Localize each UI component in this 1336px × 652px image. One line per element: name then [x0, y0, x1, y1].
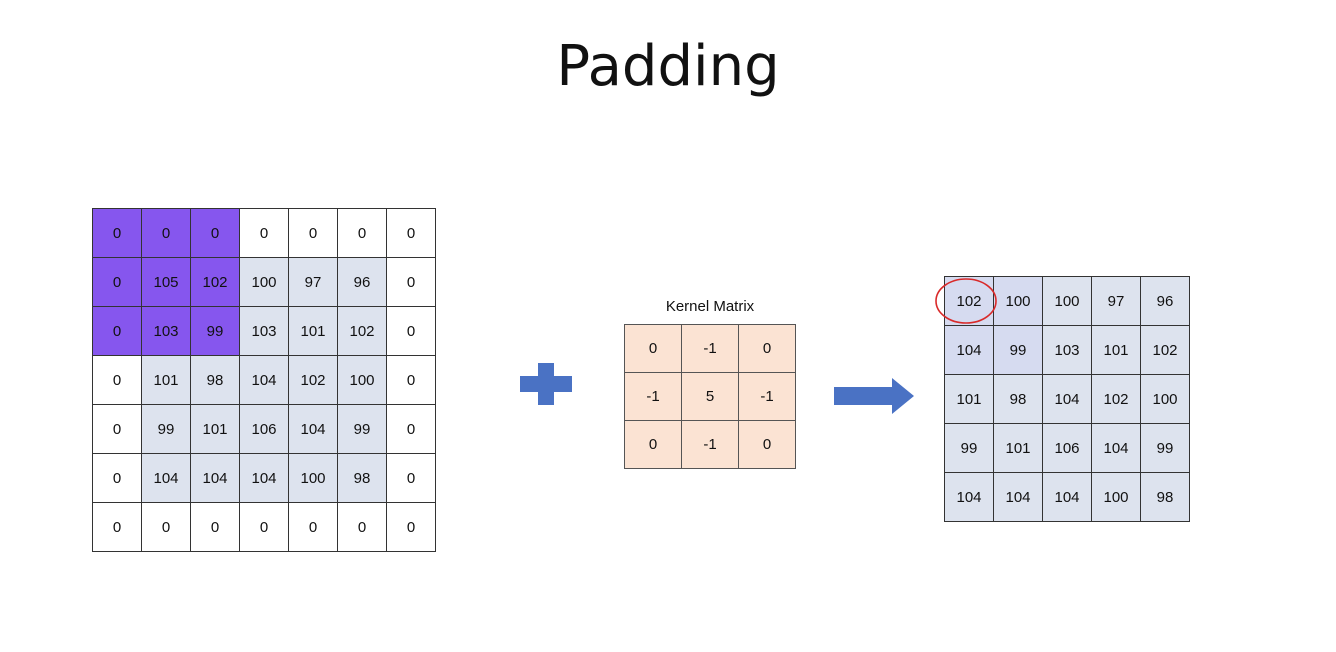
output-cell: 101 [944, 374, 994, 424]
output-cell: 104 [944, 472, 994, 522]
matrix-cell: 0 [386, 404, 436, 454]
matrix-cell: 0 [386, 306, 436, 356]
matrix-cell: 103 [141, 306, 191, 356]
matrix-cell: 0 [92, 404, 142, 454]
matrix-cell: 98 [190, 355, 240, 405]
matrix-cell: 0 [337, 502, 387, 552]
matrix-cell: 104 [141, 453, 191, 503]
padded-input-matrix: 0 0 0 0 0 0 0 0 105 102 100 97 96 0 0 10… [92, 208, 436, 552]
output-cell: 104 [1091, 423, 1141, 473]
matrix-cell: 96 [337, 257, 387, 307]
matrix-cell: 102 [190, 257, 240, 307]
kernel-cell: -1 [681, 324, 739, 373]
matrix-cell: 0 [190, 502, 240, 552]
kernel-matrix: 0 -1 0 -1 5 -1 0 -1 0 [624, 324, 796, 469]
matrix-cell: 100 [288, 453, 338, 503]
output-cell: 100 [1091, 472, 1141, 522]
matrix-cell: 0 [92, 355, 142, 405]
output-cell: 98 [1140, 472, 1190, 522]
matrix-cell: 101 [190, 404, 240, 454]
matrix-cell: 101 [141, 355, 191, 405]
kernel-cell: 0 [624, 420, 682, 469]
output-cell: 96 [1140, 276, 1190, 326]
matrix-cell: 97 [288, 257, 338, 307]
output-cell: 101 [993, 423, 1043, 473]
matrix-cell: 100 [239, 257, 289, 307]
output-cell: 103 [1042, 325, 1092, 375]
output-cell: 102 [1091, 374, 1141, 424]
matrix-cell: 0 [386, 257, 436, 307]
output-cell: 99 [993, 325, 1043, 375]
plus-icon [520, 363, 572, 405]
matrix-cell: 102 [337, 306, 387, 356]
output-cell: 99 [944, 423, 994, 473]
output-cell: 100 [1042, 276, 1092, 326]
matrix-cell: 0 [386, 502, 436, 552]
matrix-cell: 0 [141, 502, 191, 552]
matrix-cell: 99 [190, 306, 240, 356]
matrix-cell: 0 [92, 502, 142, 552]
matrix-cell: 0 [337, 208, 387, 258]
output-cell: 100 [1140, 374, 1190, 424]
matrix-cell: 0 [288, 502, 338, 552]
matrix-cell: 0 [92, 306, 142, 356]
output-cell: 104 [1042, 472, 1092, 522]
output-cell: 104 [993, 472, 1043, 522]
matrix-cell: 100 [337, 355, 387, 405]
output-cell: 101 [1091, 325, 1141, 375]
right-arrow-icon [834, 378, 914, 414]
matrix-cell: 0 [92, 453, 142, 503]
matrix-cell: 0 [288, 208, 338, 258]
matrix-cell: 105 [141, 257, 191, 307]
matrix-cell: 101 [288, 306, 338, 356]
matrix-cell: 0 [92, 257, 142, 307]
output-matrix: 102 100 100 97 96 104 99 103 101 102 101… [944, 276, 1190, 522]
kernel-cell: -1 [738, 372, 796, 421]
kernel-cell: 0 [738, 420, 796, 469]
output-cell: 106 [1042, 423, 1092, 473]
output-cell: 99 [1140, 423, 1190, 473]
matrix-cell: 103 [239, 306, 289, 356]
kernel-cell: 5 [681, 372, 739, 421]
matrix-cell: 0 [239, 502, 289, 552]
output-cell: 97 [1091, 276, 1141, 326]
matrix-cell: 98 [337, 453, 387, 503]
matrix-cell: 0 [141, 208, 191, 258]
matrix-cell: 0 [386, 208, 436, 258]
output-cell: 104 [1042, 374, 1092, 424]
matrix-cell: 106 [239, 404, 289, 454]
matrix-cell: 0 [386, 355, 436, 405]
matrix-cell: 0 [92, 208, 142, 258]
highlight-circle [935, 278, 997, 324]
matrix-cell: 99 [141, 404, 191, 454]
slide-title: Padding [556, 34, 780, 99]
kernel-title: Kernel Matrix [665, 298, 755, 315]
kernel-cell: 0 [624, 324, 682, 373]
output-cell: 104 [944, 325, 994, 375]
kernel-cell: -1 [624, 372, 682, 421]
matrix-cell: 102 [288, 355, 338, 405]
matrix-cell: 104 [288, 404, 338, 454]
matrix-cell: 0 [386, 453, 436, 503]
matrix-cell: 0 [239, 208, 289, 258]
matrix-cell: 104 [239, 355, 289, 405]
matrix-cell: 0 [190, 208, 240, 258]
output-cell: 102 [1140, 325, 1190, 375]
kernel-cell: -1 [681, 420, 739, 469]
kernel-matrix-group: Kernel Matrix 0 -1 0 -1 5 -1 0 -1 0 [624, 298, 796, 469]
matrix-cell: 99 [337, 404, 387, 454]
matrix-cell: 104 [239, 453, 289, 503]
output-cell: 98 [993, 374, 1043, 424]
kernel-cell: 0 [738, 324, 796, 373]
output-cell: 100 [993, 276, 1043, 326]
matrix-cell: 104 [190, 453, 240, 503]
